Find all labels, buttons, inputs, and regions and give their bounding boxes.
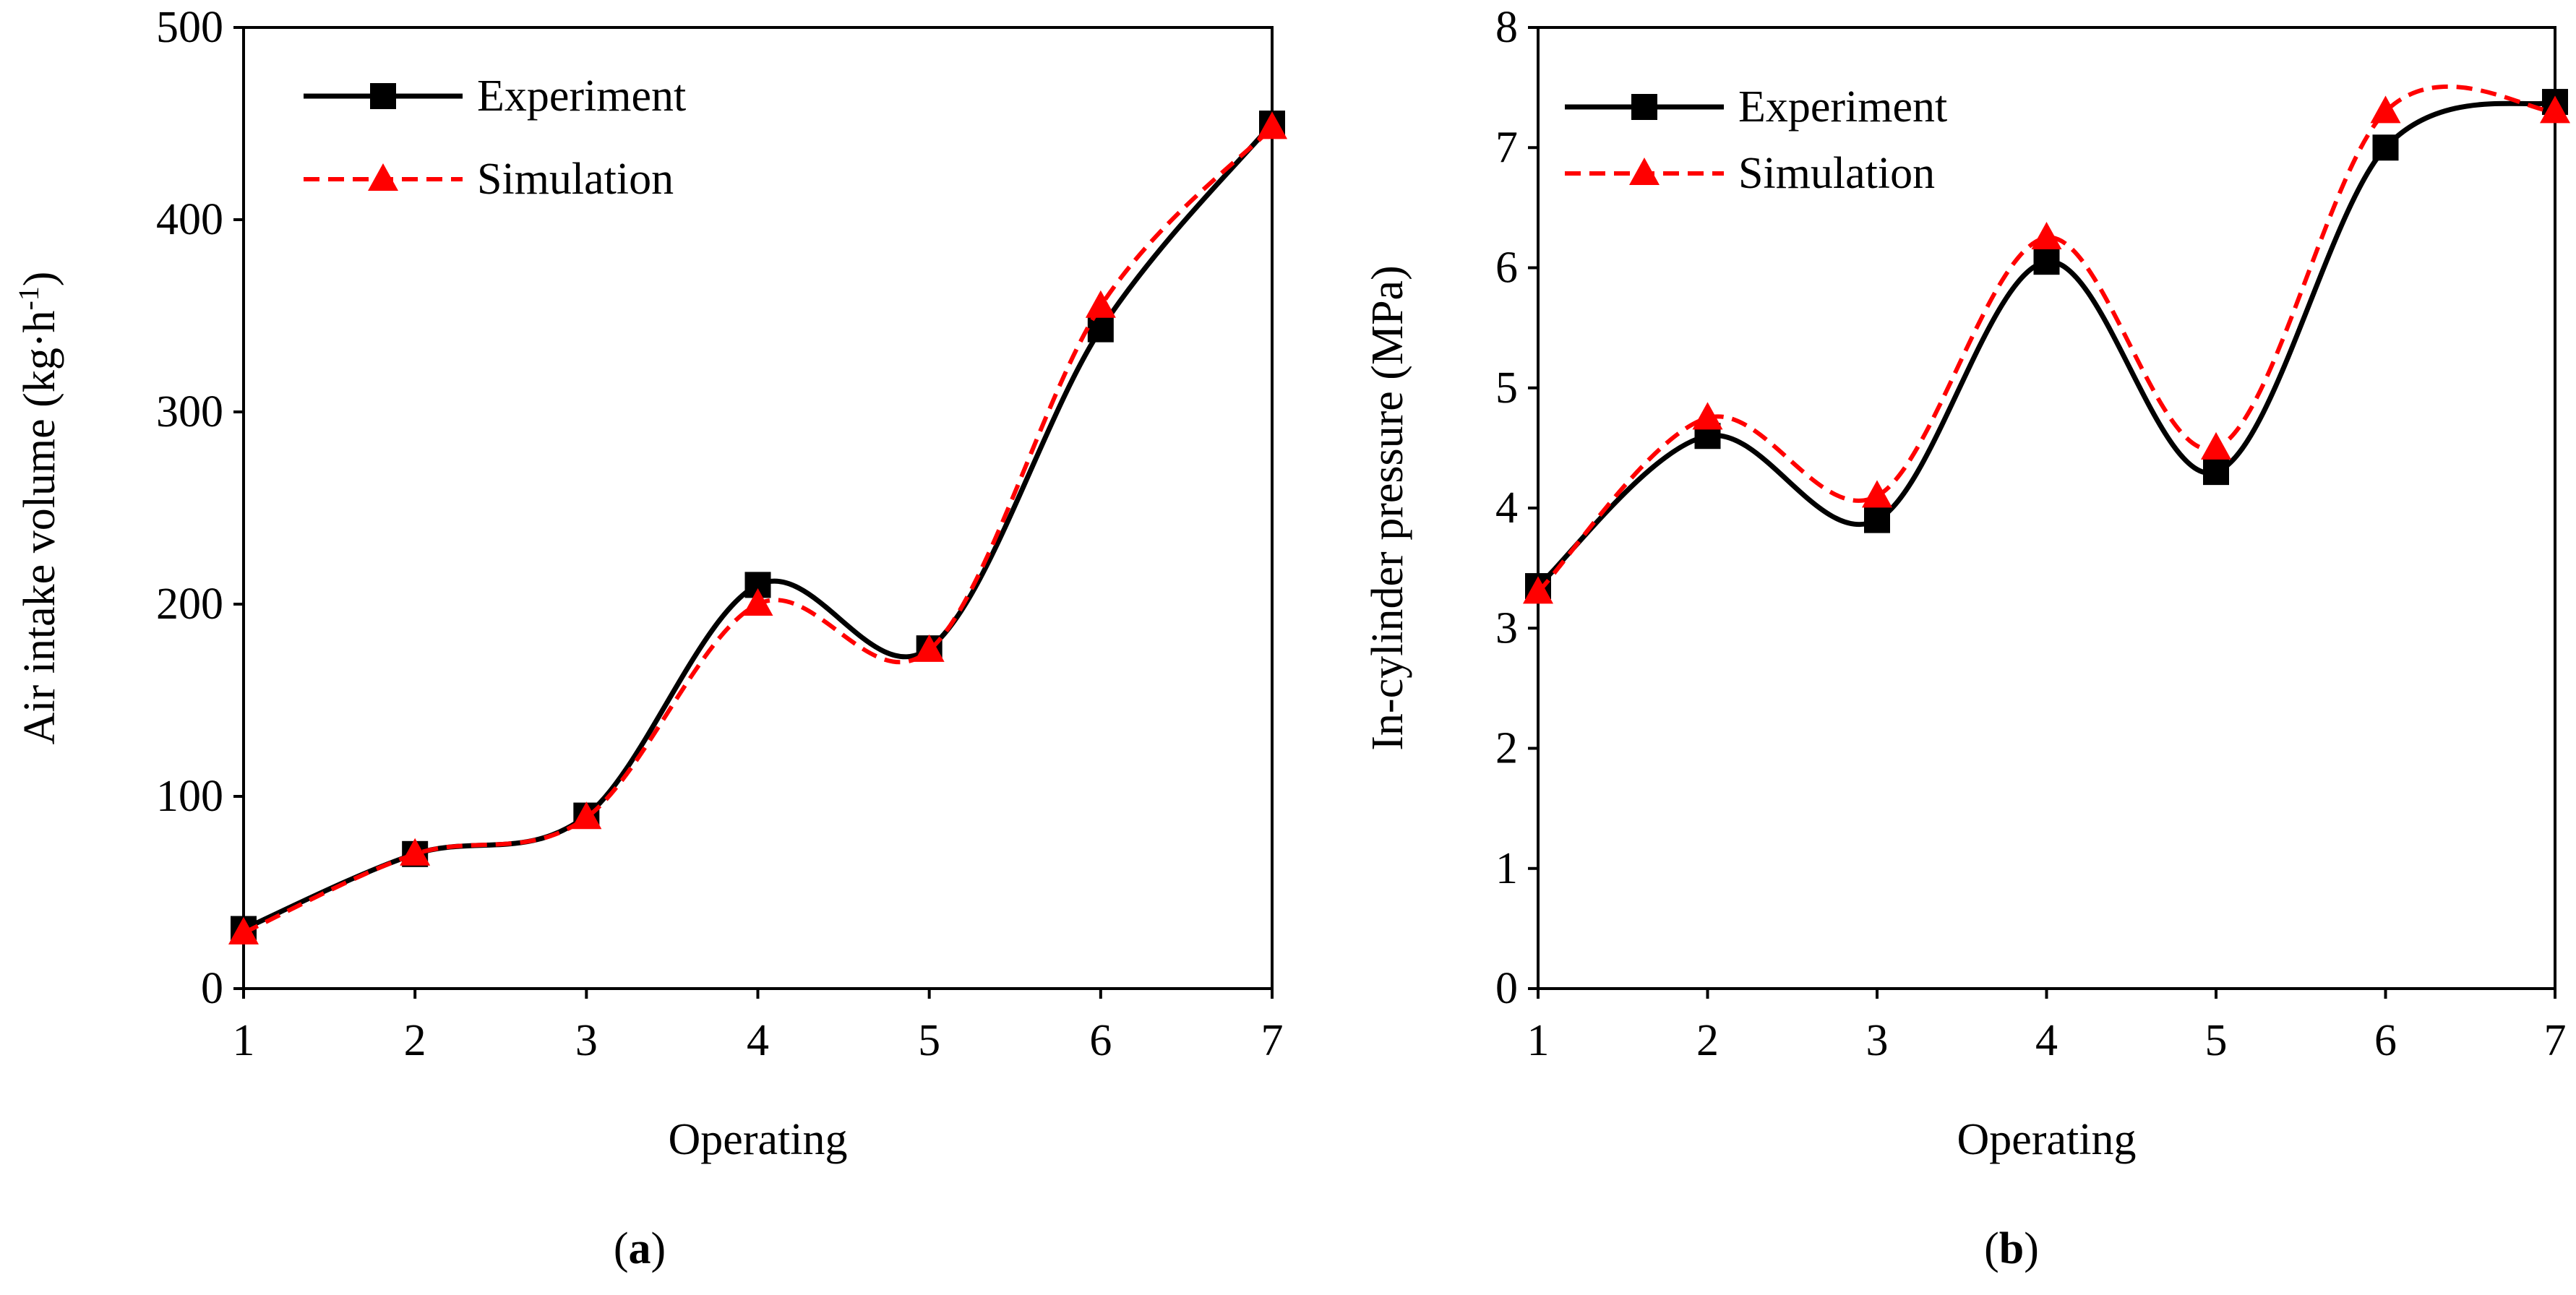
y-tick-label: 7 [1495,123,1518,172]
data-point-simulation [914,634,945,662]
x-tick-label: 7 [1261,1016,1284,1065]
series-experiment [1525,89,2568,600]
data-point-simulation [400,838,431,866]
panel-caption: (b) [1984,1224,2039,1273]
x-tick-label: 3 [1866,1016,1889,1065]
series-experiment [231,111,1285,942]
series-line-simulation [242,126,1274,935]
legend: Experiment Simulation [1565,82,1947,198]
legend-marker-square [1631,94,1657,120]
data-point-simulation [1523,576,1553,604]
x-tick-label: 2 [1696,1016,1719,1065]
panel-caption: (a) [614,1224,666,1273]
series-line-experiment [242,121,1274,932]
x-axis-title: Operating [1957,1115,2137,1164]
y-tick-label: 0 [201,964,223,1013]
y-tick-label: 2 [1495,724,1518,773]
caption-open: ( [1984,1224,1999,1273]
legend-label-experiment: Experiment [477,72,686,121]
data-point-experiment [2033,249,2060,275]
data-point-simulation [1862,480,1892,508]
series-simulation [228,111,1287,945]
x-tick-label: 6 [1089,1016,1112,1065]
y-tick-label: 3 [1495,603,1518,653]
y-tick-label: 100 [156,772,223,821]
x-axis-title: Operating [669,1115,848,1164]
x-tick-label: 4 [2035,1016,2058,1065]
y-tick-label: 200 [156,580,223,629]
y-tick-label: 6 [1495,244,1518,293]
data-point-experiment [1864,507,1890,533]
data-point-experiment [2372,134,2399,161]
caption-letter: b [1999,1224,2024,1273]
y-tick-label: 4 [1495,483,1518,533]
data-point-simulation [2031,221,2062,249]
y-tick-label: 300 [156,387,223,436]
data-point-simulation [1692,402,1723,430]
y-tick-label: 1 [1495,844,1518,893]
data-point-simulation [1257,111,1287,139]
x-tick-label: 5 [918,1016,940,1065]
x-tick-label: 4 [747,1016,769,1065]
y-axis-title-main: In-cylinder pressure (MPa) [1363,265,1412,750]
caption-close: ) [651,1224,666,1273]
data-point-simulation [571,801,602,830]
caption-letter: a [629,1224,651,1273]
chart-panel-a: 0 100 200 300 400 500 1 2 3 4 5 6 7 Operating Air inta… [12,3,1287,1273]
y-tick-label: 8 [1495,3,1518,52]
caption-open: ( [614,1224,629,1273]
data-point-simulation [1085,290,1116,318]
y-axis-title-main: Air intake volume (kg·h [15,311,64,745]
legend-label-simulation: Simulation [1738,149,1935,198]
caption-close: ) [2024,1224,2039,1273]
y-tick-label: 5 [1495,363,1518,413]
y-tick-label: 500 [156,3,223,52]
legend-marker-triangle [1629,158,1660,185]
data-point-simulation [742,588,773,616]
legend: Experiment Simulation [304,72,686,204]
data-point-simulation [228,916,259,945]
series-line-simulation [1536,84,2556,594]
data-point-simulation [2201,431,2231,460]
x-tick-label: 6 [2374,1016,2397,1065]
x-tick-label: 3 [575,1016,598,1065]
x-tick-label: 1 [1527,1016,1550,1065]
plot-frame [242,26,1274,990]
legend-marker-square [370,83,396,109]
y-axis-title-superscript: -1 [12,286,45,310]
y-tick-label: 400 [156,195,223,244]
y-axis-title: In-cylinder pressure (MPa) [1363,265,1412,750]
y-axis-title-close: ) [15,272,64,287]
data-point-experiment [2203,459,2229,486]
x-tick-label: 1 [233,1016,255,1065]
legend-label-simulation: Simulation [477,155,674,204]
legend-marker-triangle [368,163,398,191]
x-tick-label: 7 [2544,1016,2567,1065]
x-tick-label: 5 [2205,1016,2228,1065]
data-point-experiment [1087,316,1114,343]
data-point-simulation [2370,95,2401,124]
y-axis-title: Air intake volume (kg·h-1) [12,272,64,745]
y-tick-label: 0 [1495,964,1518,1013]
x-tick-label: 2 [404,1016,426,1065]
legend-label-experiment: Experiment [1738,82,1947,132]
data-point-simulation [2540,95,2570,124]
series-simulation [1523,84,2570,604]
